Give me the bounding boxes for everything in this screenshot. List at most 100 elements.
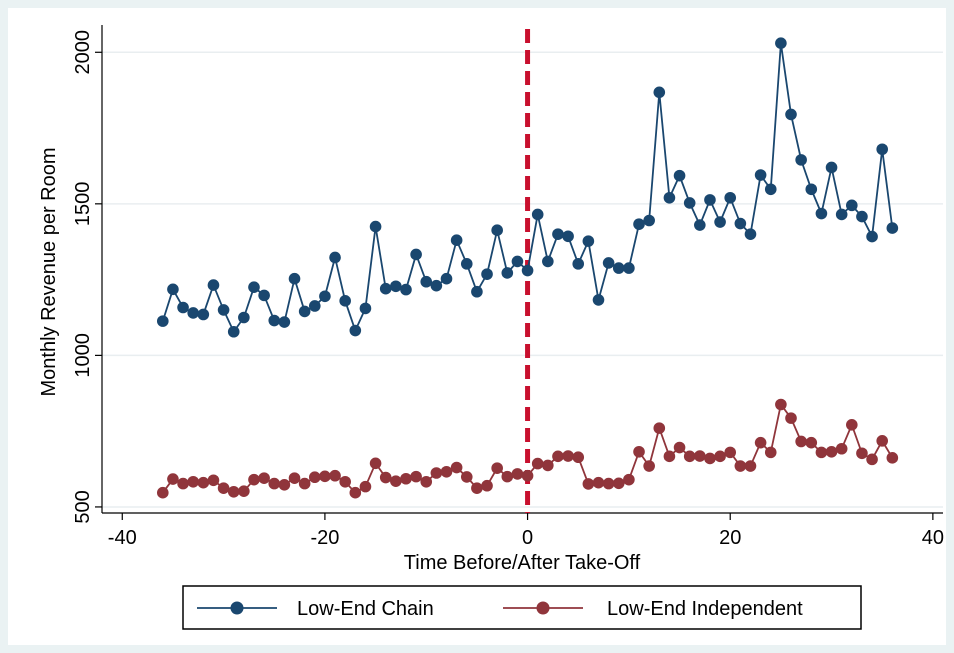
data-point [268,314,281,327]
data-point [197,476,210,489]
data-point [714,216,726,228]
data-point [572,258,585,270]
data-point [795,154,807,166]
data-point [471,482,483,494]
data-point [825,445,838,458]
data-point [633,218,645,230]
data-point [349,486,362,499]
data-point [238,485,250,497]
data-point [369,220,382,233]
data-point [359,480,372,493]
data-point [248,281,260,293]
data-point [167,283,179,296]
data-point [390,475,402,487]
data-point [633,445,645,458]
legend-item: Low-End Independent [503,598,803,620]
data-point [754,436,767,449]
data-point [481,479,493,492]
series-2 [156,398,899,499]
data-point [866,230,878,243]
data-point [734,217,747,230]
chart-background [8,8,946,645]
x-tick-label: 0 [522,527,533,549]
data-point [856,210,868,223]
data-point [653,86,666,99]
data-point [369,457,382,470]
data-point [876,435,889,447]
data-point [592,294,605,306]
data-point [440,465,453,478]
data-point [308,300,321,312]
data-point [694,450,706,462]
data-point [460,471,473,483]
data-point [248,473,260,486]
data-point [623,473,635,486]
data-point [663,191,676,204]
data-point [694,219,706,231]
data-point [471,285,483,298]
series-1 [156,37,899,338]
data-point [177,477,189,490]
data-point [278,479,291,491]
x-tick-label: -20 [310,527,339,549]
y-tick-label: 500 [72,490,94,523]
y-tick-label: 2000 [72,30,94,75]
data-point [846,418,858,431]
data-point [795,435,807,448]
data-point [673,441,686,454]
data-point [785,108,797,121]
data-point [207,474,220,487]
legend-swatch-marker [230,601,244,615]
data-point [410,248,422,261]
data-point [704,194,716,206]
data-point [734,460,747,472]
data-point [156,486,169,499]
data-point [217,304,230,316]
data-point [501,470,514,483]
data-point [552,450,564,463]
data-point [258,289,270,302]
data-point [552,228,564,240]
data-point [187,307,199,319]
data-point [227,485,240,498]
data-point [602,257,615,269]
data-point [775,398,787,411]
data-point [683,197,696,209]
series-group [156,37,899,499]
data-point [329,251,341,264]
data-point [886,222,899,234]
legend: Low-End Chain Low-End Independent [182,585,862,630]
x-axis-title: Time Before/After Take-Off [404,552,641,574]
data-point [308,471,321,484]
data-point [278,316,291,328]
data-point [744,228,757,240]
data-point [521,469,534,482]
data-point [390,280,402,293]
data-point [288,272,301,285]
data-point [856,447,868,460]
data-point [298,305,311,318]
data-point [450,234,463,247]
legend-items: Low-End Chain Low-End Independent [197,598,803,620]
legend-label: Low-End Chain [297,598,434,620]
data-point [460,258,473,270]
data-point [683,450,696,463]
data-point [430,467,443,479]
data-point [319,470,331,483]
legend-swatch-marker [536,601,550,615]
data-point [744,460,757,472]
data-point [349,324,362,337]
data-point [835,208,848,221]
data-point [835,442,848,455]
data-point [764,183,777,196]
data-point [329,469,341,482]
data-point [207,279,220,291]
data-point [268,477,281,490]
gridlines [102,51,943,508]
data-point [481,268,493,280]
data-point [531,457,544,470]
data-point [511,255,524,268]
data-point [673,169,686,182]
data-point [542,255,554,268]
data-point [562,230,574,243]
